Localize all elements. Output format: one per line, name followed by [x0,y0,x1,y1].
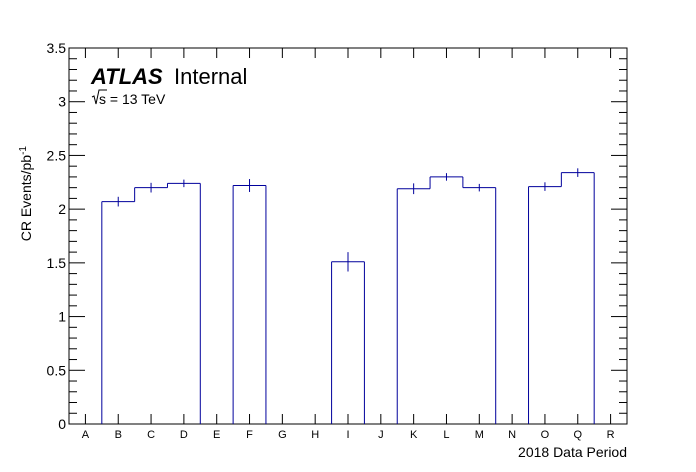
x-tick-label: F [246,429,253,441]
atlas-experiment-label: ATLAS [90,64,163,89]
y-axis-ticks: 0 0.5 1 1.5 2 2.5 3 3.5 [47,40,627,432]
x-tick-label: O [541,429,550,441]
y-tick-label: 0.5 [47,362,67,378]
histogram-bars [101,168,595,424]
energy-suffix: = 13 TeV [106,91,166,107]
y-axis-title-superscript: -1 [18,146,29,155]
y-tick-label: 1 [58,309,66,325]
x-tick-label: R [607,429,615,441]
energy-label-text: s = 13 TeV [99,91,166,107]
x-tick-label: A [82,429,90,441]
x-tick-label: J [378,429,384,441]
x-tick-label: D [180,429,188,441]
y-tick-label: 2 [58,201,66,217]
y-tick-label: 1.5 [47,255,67,271]
sqrt-symbol-icon [91,89,107,105]
atlas-internal-label: Internal [174,64,247,89]
energy-prefix: s [99,91,106,107]
x-tick-label: H [311,429,319,441]
atlas-label: ATLAS Internal s = 13 TeV [90,64,247,107]
x-tick-label: I [346,429,349,441]
x-tick-label: C [147,429,155,441]
y-tick-label: 0 [58,416,66,432]
x-tick-label: E [213,429,220,441]
x-tick-label: K [410,429,418,441]
x-tick-label: M [475,429,484,441]
x-tick-label: B [115,429,122,441]
x-tick-label: Q [573,429,582,441]
y-tick-label: 3.5 [47,40,67,56]
y-axis-title: CR Events/pb-1 [18,146,34,242]
energy-label: s = 13 TeV [91,89,166,107]
y-tick-label: 3 [58,94,66,110]
y-tick-label: 2.5 [47,147,67,163]
x-tick-label: L [443,429,449,441]
x-tick-label: G [278,429,287,441]
x-axis-title: 2018 Data Period [518,444,627,460]
x-tick-label: N [508,429,516,441]
